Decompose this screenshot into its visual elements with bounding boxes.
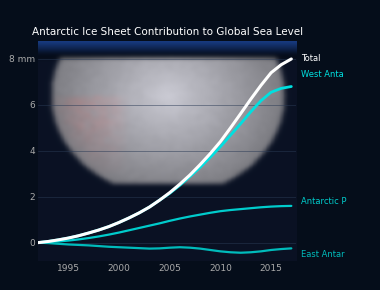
- Text: East Antar: East Antar: [301, 250, 345, 259]
- Text: West Anta: West Anta: [301, 70, 344, 79]
- Text: Total: Total: [301, 55, 321, 64]
- Title: Antarctic Ice Sheet Contribution to Global Sea Level: Antarctic Ice Sheet Contribution to Glob…: [32, 27, 303, 37]
- Text: Antarctic P: Antarctic P: [301, 197, 347, 206]
